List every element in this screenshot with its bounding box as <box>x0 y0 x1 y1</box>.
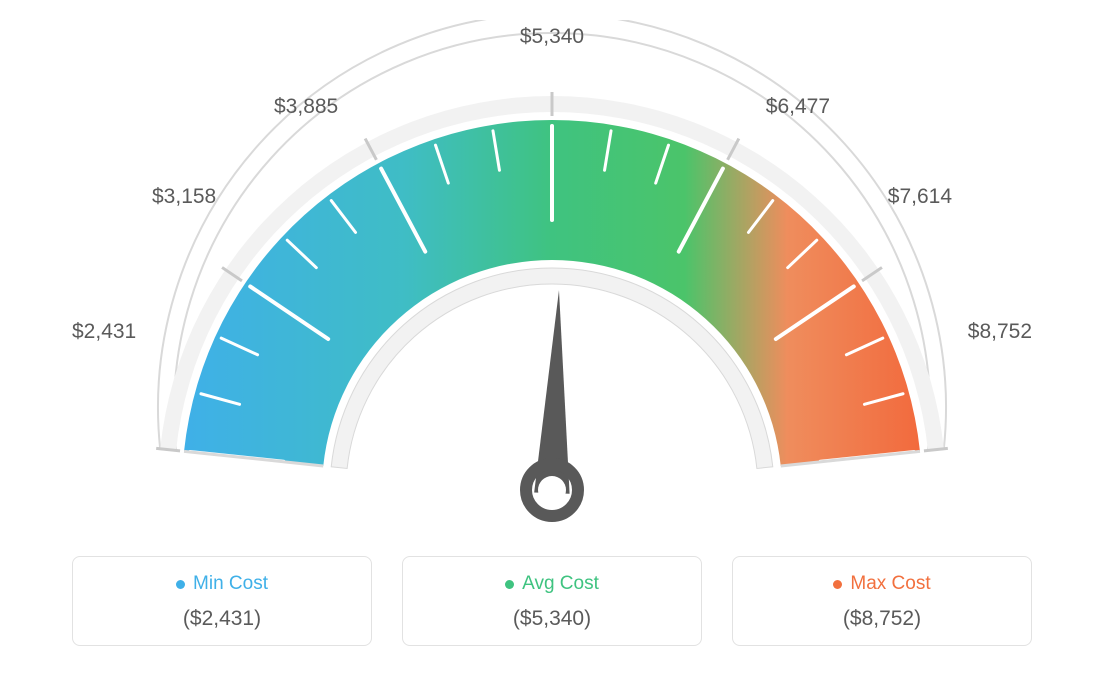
max-cost-title: Max Cost <box>833 573 930 595</box>
gauge-tick-label: $2,431 <box>72 320 136 344</box>
gauge-tick-label: $7,614 <box>888 185 952 209</box>
avg-cost-label: Avg Cost <box>522 573 599 595</box>
gauge-tick-label: $3,885 <box>274 95 338 119</box>
max-cost-label: Max Cost <box>850 573 930 595</box>
max-dot-icon <box>833 580 842 589</box>
gauge-container: $2,431 $3,158 $3,885 $5,340 $6,477 $7,614 $8,7… <box>52 20 1052 550</box>
gauge-chart: $2,431 $3,158 $3,885 $5,340 $6,477 $7,614 $8,7… <box>40 20 1064 550</box>
min-cost-card: Min Cost ($2,431) <box>72 556 372 646</box>
gauge-svg <box>52 20 1052 550</box>
avg-cost-card: Avg Cost ($5,340) <box>402 556 702 646</box>
gauge-tick-label: $6,477 <box>766 95 830 119</box>
avg-cost-title: Avg Cost <box>505 573 599 595</box>
avg-dot-icon <box>505 580 514 589</box>
max-cost-value: ($8,752) <box>733 607 1031 631</box>
min-dot-icon <box>176 580 185 589</box>
max-cost-card: Max Cost ($8,752) <box>732 556 1032 646</box>
gauge-tick-label: $8,752 <box>968 320 1032 344</box>
gauge-tick-label: $3,158 <box>152 185 216 209</box>
min-cost-value: ($2,431) <box>73 607 371 631</box>
gauge-tick-label: $5,340 <box>520 25 584 49</box>
min-cost-title: Min Cost <box>176 573 268 595</box>
avg-cost-value: ($5,340) <box>403 607 701 631</box>
legend-cards: Min Cost ($2,431) Avg Cost ($5,340) Max … <box>40 556 1064 646</box>
min-cost-label: Min Cost <box>193 573 268 595</box>
